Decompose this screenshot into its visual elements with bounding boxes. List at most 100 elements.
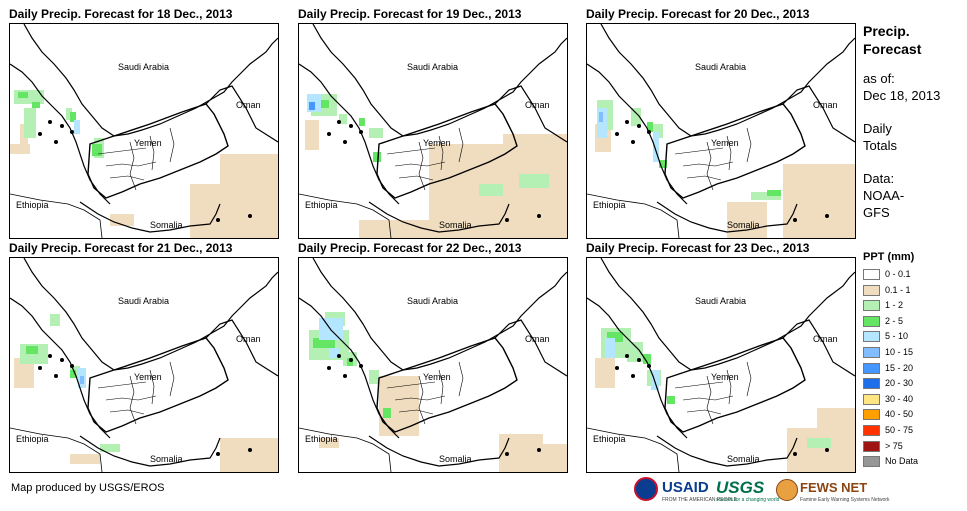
forecast-panel-22: Daily Precip. Forecast for 22 Dec., 2013… xyxy=(298,240,570,476)
island-marker xyxy=(54,374,58,378)
island-marker xyxy=(537,448,541,452)
legend-swatch xyxy=(863,284,880,296)
yemen-border xyxy=(664,337,806,433)
island-marker xyxy=(647,364,651,368)
map-label-ethiopia: Ethiopia xyxy=(593,434,626,444)
panel-title: Daily Precip. Forecast for 21 Dec., 2013 xyxy=(9,241,233,255)
legend-asof-date: Dec 18, 2013 xyxy=(863,88,941,103)
precip-cell-light-green xyxy=(519,174,549,188)
precip-cell-light-green xyxy=(66,108,72,120)
legend-asof-label: as of: xyxy=(863,71,895,86)
forecast-panel-18: Daily Precip. Forecast for 18 Dec., 2013… xyxy=(9,6,281,242)
legend-label: 5 - 10 xyxy=(885,331,909,342)
legend-label: 0.1 - 1 xyxy=(885,284,911,295)
island-marker xyxy=(343,140,347,144)
panel-title: Daily Precip. Forecast for 22 Dec., 2013 xyxy=(298,241,522,255)
map-frame: Saudi Arabia Oman Yemen Ethiopia Somalia xyxy=(298,23,568,239)
governorate-border xyxy=(726,135,732,171)
precip-cell-green xyxy=(70,112,76,122)
precip-cell-dark-blue xyxy=(309,102,315,110)
precip-map xyxy=(10,24,278,238)
map-label-saudi: Saudi Arabia xyxy=(407,62,459,72)
island-marker xyxy=(615,132,619,136)
precip-cell-tan xyxy=(359,220,479,238)
island-marker xyxy=(349,124,353,128)
map-label-saudi: Saudi Arabia xyxy=(695,62,747,72)
precip-cell-green xyxy=(26,346,38,354)
governorate-border xyxy=(674,381,724,389)
governorate-border xyxy=(682,395,734,401)
arabia-coastline xyxy=(312,24,567,137)
precip-cell-light-green xyxy=(50,314,60,326)
island-marker xyxy=(825,448,829,452)
island-marker xyxy=(625,354,629,358)
governorate-border xyxy=(418,375,426,425)
precip-cell-light-green xyxy=(653,124,663,138)
legend-totals-line2: Totals xyxy=(863,138,897,153)
precip-cell-light-green xyxy=(479,184,503,196)
governorate-border xyxy=(129,141,137,191)
governorate-border xyxy=(438,369,444,405)
oman-border xyxy=(782,319,855,377)
precip-cell-tan xyxy=(595,358,615,388)
precip-cell-light-blue xyxy=(653,132,659,162)
horn-coastline xyxy=(79,201,221,233)
usgs-sub: science for a changing world xyxy=(716,497,780,503)
governorate-border xyxy=(129,375,137,425)
precip-cell-green xyxy=(383,408,391,418)
map-label-somalia: Somalia xyxy=(439,454,472,464)
governorate-border xyxy=(458,361,464,397)
yemen-border xyxy=(376,103,518,199)
precip-map xyxy=(587,258,855,472)
fews-globe-icon xyxy=(776,479,798,501)
island-marker xyxy=(38,366,42,370)
panel-title: Daily Precip. Forecast for 18 Dec., 2013 xyxy=(9,7,233,21)
governorate-border xyxy=(97,147,147,155)
ethiopia-somalia-border xyxy=(587,193,680,238)
precip-cell-tan xyxy=(305,120,319,150)
precip-cell-tan xyxy=(529,444,567,472)
logos: USAID FROM THE AMERICAN PEOPLE USGS scie… xyxy=(634,476,964,506)
island-marker xyxy=(825,214,829,218)
map-label-ethiopia: Ethiopia xyxy=(16,200,49,210)
precip-cell-light-green xyxy=(369,128,383,138)
island-marker xyxy=(343,374,347,378)
map-label-ethiopia: Ethiopia xyxy=(593,200,626,210)
legend-swatch xyxy=(863,300,880,312)
map-label-yemen: Yemen xyxy=(711,372,739,382)
precip-cell-green xyxy=(643,354,651,364)
island-marker xyxy=(216,452,220,456)
legend-label: 20 - 30 xyxy=(885,378,914,389)
governorate-border xyxy=(746,361,752,397)
map-label-oman: Oman xyxy=(525,334,550,344)
map-label-somalia: Somalia xyxy=(439,220,472,230)
precip-map xyxy=(10,258,278,472)
usgs-logo: USGS xyxy=(716,478,765,497)
governorate-border xyxy=(149,369,155,405)
island-marker xyxy=(60,358,64,362)
island-marker xyxy=(505,452,509,456)
usaid-seal-icon xyxy=(634,477,658,501)
governorate-border xyxy=(394,395,446,401)
precip-cell-tan xyxy=(319,438,339,448)
map-label-somalia: Somalia xyxy=(727,220,760,230)
governorate-border xyxy=(686,175,722,181)
arabia-coastline xyxy=(23,258,278,371)
legend-label: 0 - 0.1 xyxy=(885,269,911,279)
island-marker xyxy=(359,364,363,368)
precip-cell-green xyxy=(767,190,781,196)
precip-cell-light-green xyxy=(339,114,347,124)
precip-cell-green xyxy=(313,338,335,348)
legend-label: 40 - 50 xyxy=(885,409,914,420)
island-marker xyxy=(615,366,619,370)
map-label-yemen: Yemen xyxy=(134,138,162,148)
precip-cell-tan xyxy=(727,202,767,238)
island-marker xyxy=(216,218,220,222)
island-marker xyxy=(54,140,58,144)
precip-cell-light-green xyxy=(100,444,120,452)
island-marker xyxy=(625,120,629,124)
map-label-oman: Oman xyxy=(236,100,261,110)
map-label-saudi: Saudi Arabia xyxy=(118,296,170,306)
legend-swatch xyxy=(863,424,880,436)
map-frame: Saudi Arabia Oman Yemen Ethiopia Somalia xyxy=(9,23,279,239)
